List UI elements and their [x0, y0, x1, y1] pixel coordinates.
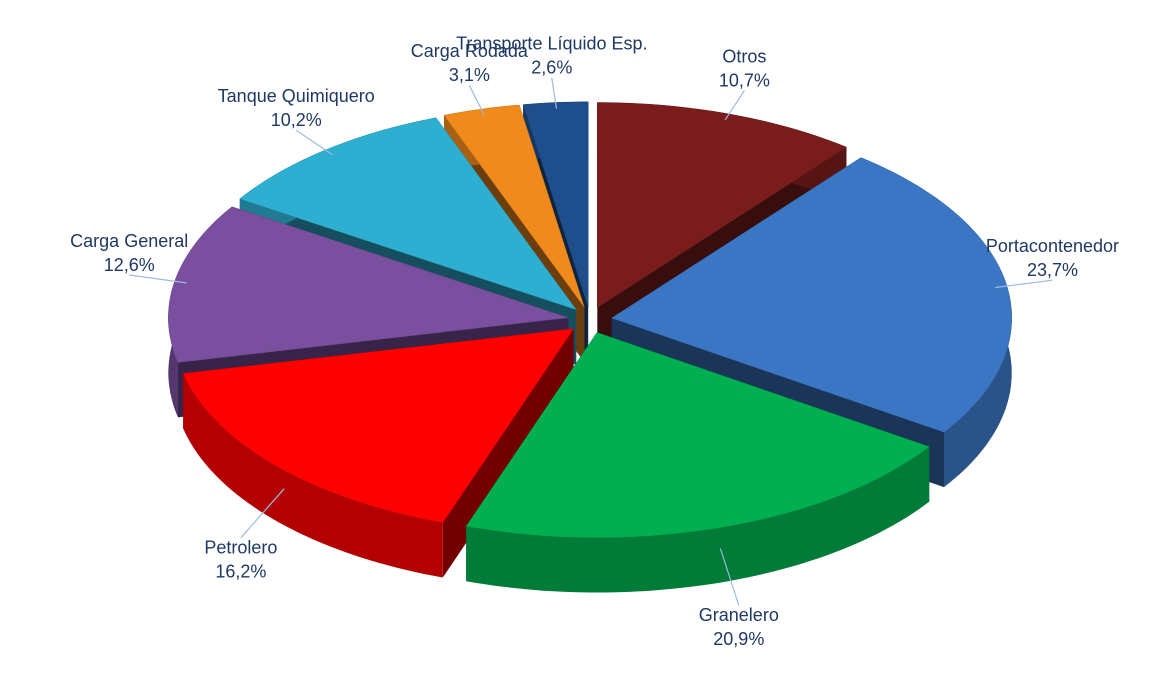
slice-top	[182, 328, 575, 523]
data-label-name: Carga General	[70, 231, 188, 251]
slice-wall	[183, 373, 443, 578]
data-label-value: 23,7%	[1027, 260, 1078, 280]
data-label-name: Otros	[722, 46, 766, 66]
leader-line	[129, 274, 187, 284]
data-label-value: 10,2%	[271, 110, 322, 130]
leader-line	[240, 488, 285, 539]
data-label-name: Transporte Líquido Esp.	[456, 34, 647, 54]
leader-line	[995, 279, 1053, 289]
data-label-value: 20,9%	[713, 629, 764, 649]
data-label-value: 10,7%	[719, 70, 770, 90]
data-label-name: Portacontenedor	[986, 236, 1119, 256]
data-label-name: Carga Rodada	[411, 41, 529, 61]
data-label-name: Tanque Quimiquero	[218, 86, 375, 106]
leader-line	[551, 77, 558, 109]
data-label-value: 3,1%	[449, 65, 490, 85]
data-label-name: Granelero	[699, 605, 779, 625]
slice-wall	[466, 446, 930, 593]
slice-top	[465, 332, 930, 538]
leader-line	[724, 90, 745, 121]
data-label-value: 2,6%	[531, 58, 572, 78]
leader-line	[468, 85, 485, 116]
data-label-value: 16,2%	[215, 561, 266, 581]
slice	[465, 332, 930, 593]
leader-line	[719, 548, 740, 606]
leader-line	[295, 129, 333, 156]
data-label-name: Petrolero	[204, 537, 277, 557]
data-label-value: 12,6%	[104, 255, 155, 275]
